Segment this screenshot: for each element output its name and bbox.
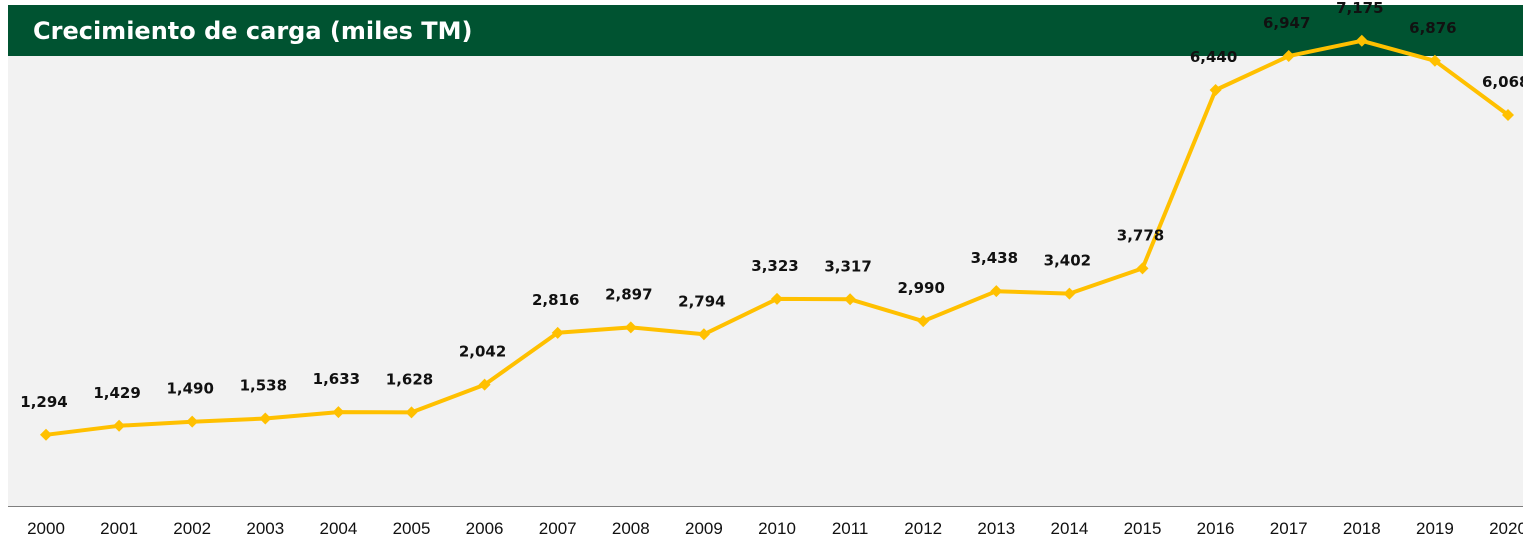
data-label-2002: 1,490 <box>166 380 213 398</box>
data-point-2009 <box>697 328 710 341</box>
x-axis-line <box>8 506 1523 507</box>
x-tick-2009: 2009 <box>685 519 723 538</box>
chart-title: Crecimiento de carga (miles TM) <box>33 16 473 45</box>
data-label-2019: 6,876 <box>1409 19 1456 37</box>
data-point-2012 <box>917 315 930 328</box>
data-point-2014 <box>1063 287 1076 300</box>
x-tick-2008: 2008 <box>612 519 650 538</box>
data-point-2017 <box>1282 50 1295 63</box>
x-tick-2014: 2014 <box>1050 519 1088 538</box>
data-label-2011: 3,317 <box>824 257 871 275</box>
plot-area <box>8 56 1523 506</box>
x-tick-2017: 2017 <box>1270 519 1308 538</box>
data-label-2006: 2,042 <box>459 343 506 361</box>
data-point-2005 <box>405 406 418 419</box>
data-label-2001: 1,429 <box>93 384 140 402</box>
data-label-2008: 2,897 <box>605 285 652 303</box>
x-tick-2000: 2000 <box>27 519 65 538</box>
x-tick-2006: 2006 <box>466 519 504 538</box>
data-label-2007: 2,816 <box>532 291 579 309</box>
data-label-2020: 6,068 <box>1482 73 1523 91</box>
x-tick-2011: 2011 <box>832 519 869 538</box>
data-point-2020 <box>1502 108 1514 121</box>
x-tick-2010: 2010 <box>758 519 796 538</box>
data-point-2016 <box>1209 84 1222 97</box>
data-point-2010 <box>771 292 783 305</box>
data-point-2000 <box>40 428 52 441</box>
data-point-2011 <box>844 293 857 306</box>
data-label-2000: 1,294 <box>20 393 67 411</box>
data-point-2013 <box>990 285 1003 298</box>
x-tick-2002: 2002 <box>173 519 211 538</box>
data-point-2019 <box>1428 54 1441 67</box>
x-tick-2020: 2020 <box>1489 519 1523 538</box>
x-tick-2005: 2005 <box>393 519 431 538</box>
x-tick-2015: 2015 <box>1124 519 1162 538</box>
data-label-2015: 3,778 <box>1117 226 1164 244</box>
x-tick-2007: 2007 <box>539 519 577 538</box>
x-tick-2018: 2018 <box>1343 519 1381 538</box>
data-point-2008 <box>624 321 637 334</box>
data-point-2018 <box>1355 34 1368 47</box>
data-point-2006 <box>478 378 491 391</box>
data-label-2014: 3,402 <box>1044 252 1091 270</box>
x-tick-2013: 2013 <box>977 519 1015 538</box>
x-tick-2004: 2004 <box>319 519 357 538</box>
x-tick-2003: 2003 <box>246 519 284 538</box>
data-label-2004: 1,633 <box>313 370 360 388</box>
x-tick-2019: 2019 <box>1416 519 1454 538</box>
data-label-2016: 6,440 <box>1190 48 1237 66</box>
data-label-2013: 3,438 <box>971 249 1018 267</box>
data-point-2015 <box>1136 262 1149 275</box>
chart-title-bar: Crecimiento de carga (miles TM) <box>8 5 1523 56</box>
data-label-2017: 6,947 <box>1263 14 1310 32</box>
x-tick-2012: 2012 <box>904 519 942 538</box>
x-tick-2001: 2001 <box>100 519 138 538</box>
data-point-2003 <box>259 412 272 425</box>
data-label-2018: 7,175 <box>1336 0 1383 17</box>
x-tick-2016: 2016 <box>1197 519 1235 538</box>
data-point-2004 <box>332 406 345 419</box>
data-label-2010: 3,323 <box>751 257 798 275</box>
data-label-2003: 1,538 <box>240 376 287 394</box>
data-label-2005: 1,628 <box>386 370 433 388</box>
data-point-2001 <box>113 419 126 432</box>
data-label-2009: 2,794 <box>678 292 725 310</box>
data-point-2007 <box>551 326 564 339</box>
data-label-2012: 2,990 <box>897 279 944 297</box>
data-point-2002 <box>186 415 199 428</box>
